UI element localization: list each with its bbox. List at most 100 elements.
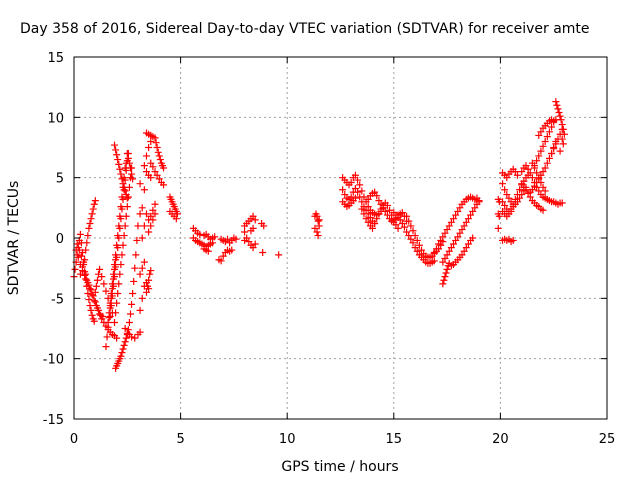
data-point: [375, 197, 383, 205]
data-point: [138, 294, 146, 302]
data-point: [552, 137, 560, 145]
data-point: [251, 216, 259, 224]
data-point: [90, 200, 98, 208]
data-point: [100, 280, 108, 288]
data-point: [76, 270, 84, 278]
data-point: [140, 162, 148, 170]
data-point: [458, 226, 466, 234]
data-point: [445, 247, 453, 255]
data-point: [533, 169, 541, 177]
data-point: [128, 333, 136, 341]
data-point: [153, 144, 161, 151]
data-point: [550, 117, 558, 125]
data-point: [275, 251, 283, 259]
data-point: [518, 180, 526, 188]
data-point: [522, 162, 530, 170]
data-point: [464, 240, 472, 248]
data-point: [114, 156, 122, 164]
data-point: [371, 188, 379, 196]
data-point: [430, 257, 438, 265]
data-point: [119, 345, 127, 353]
data-point: [558, 121, 566, 129]
data-point: [409, 227, 417, 235]
data-point: [553, 101, 561, 109]
chart-title: Day 358 of 2016, Sidereal Day-to-day VTE…: [20, 21, 590, 37]
data-point: [430, 248, 438, 256]
data-point: [539, 206, 547, 214]
data-point: [219, 252, 227, 260]
data-point: [456, 204, 464, 212]
data-point: [539, 183, 547, 191]
data-point: [494, 224, 502, 232]
data-point: [121, 338, 129, 346]
data-point: [126, 164, 134, 172]
data-point: [249, 212, 257, 220]
data-point: [539, 168, 547, 176]
data-point: [121, 176, 129, 184]
data-point: [147, 222, 155, 230]
data-point: [398, 209, 406, 217]
data-point: [558, 199, 566, 207]
data-point: [102, 343, 110, 351]
data-point: [366, 213, 374, 221]
data-point: [154, 148, 162, 156]
data-point: [513, 198, 521, 206]
data-point: [539, 142, 547, 150]
data-point: [403, 212, 411, 220]
data-point: [204, 247, 212, 255]
data-point: [84, 279, 92, 287]
data-point: [87, 215, 95, 223]
data-point: [136, 270, 144, 278]
data-point: [505, 194, 513, 202]
data-point: [314, 232, 322, 240]
data-point: [122, 166, 130, 174]
data-point: [537, 128, 545, 136]
data-point: [454, 207, 462, 215]
data-point: [224, 235, 232, 243]
data-point: [499, 198, 507, 206]
data-point: [129, 175, 137, 183]
data-point: [396, 216, 404, 224]
data-point: [358, 205, 366, 213]
data-point: [123, 150, 131, 158]
data-point: [351, 185, 359, 193]
data-point: [548, 150, 556, 158]
data-point: [443, 251, 451, 259]
data-point: [437, 236, 445, 244]
data-point: [518, 168, 526, 176]
data-point: [151, 168, 159, 176]
data-point: [119, 241, 127, 249]
data-point: [241, 236, 249, 244]
data-point: [439, 233, 447, 241]
data-point: [556, 112, 564, 120]
data-point: [85, 296, 93, 304]
data-point: [86, 302, 94, 310]
data-point: [507, 207, 515, 215]
data-point: [537, 171, 545, 179]
data-point: [112, 309, 120, 317]
data-point: [87, 306, 95, 314]
data-point: [145, 228, 153, 236]
data-point: [126, 310, 134, 318]
data-point: [311, 224, 319, 232]
data-point: [121, 187, 129, 195]
data-point: [116, 165, 124, 173]
data-point: [503, 191, 511, 199]
data-point: [413, 247, 421, 255]
data-point: [149, 163, 157, 171]
data-point: [259, 248, 267, 256]
data-point: [360, 210, 368, 218]
data-point: [128, 170, 136, 178]
data-point: [142, 288, 150, 296]
data-point: [116, 224, 124, 232]
data-point: [449, 240, 457, 248]
x-tick-label: 10: [279, 432, 296, 447]
data-point: [503, 174, 511, 182]
data-point: [98, 273, 106, 281]
data-point: [362, 215, 370, 223]
data-point: [108, 285, 116, 293]
data-point: [364, 218, 372, 226]
data-point: [559, 140, 567, 148]
data-point: [541, 187, 549, 195]
